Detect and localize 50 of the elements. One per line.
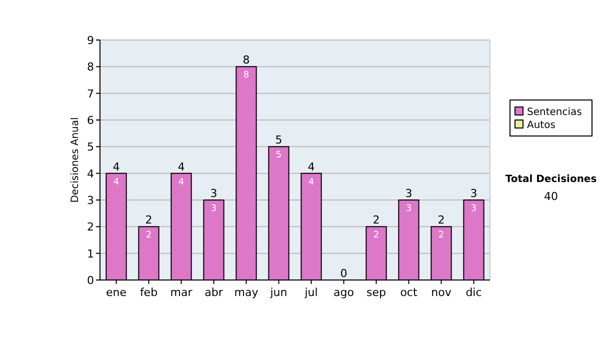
- y-axis-title: Decisiones Anual: [70, 117, 81, 203]
- x-tick-label: ene: [106, 286, 127, 299]
- total-label: 5: [275, 134, 282, 147]
- x-tick-label: ago: [334, 286, 354, 299]
- y-tick-label: 6: [87, 114, 94, 127]
- data-label: 4: [308, 177, 314, 188]
- data-label: 3: [210, 204, 217, 214]
- y-tick-label: 7: [87, 87, 94, 100]
- data-label: 2: [146, 230, 152, 241]
- data-label: 4: [178, 177, 184, 188]
- x-tick-label: jul: [304, 286, 318, 299]
- total-label: 8: [242, 54, 250, 67]
- x-tick-label: oct: [400, 286, 418, 299]
- y-tick-label: 9: [87, 34, 94, 47]
- legend-label: Autos: [527, 120, 556, 131]
- y-tick-label: 0: [87, 274, 94, 287]
- total-label: 2: [438, 214, 445, 227]
- total-label: 2: [372, 214, 380, 227]
- data-label: 3: [406, 204, 412, 214]
- x-tick-label: dic: [466, 286, 482, 299]
- x-tick-label: nov: [431, 286, 452, 299]
- y-tick-label: 1: [87, 247, 94, 260]
- x-tick-label: may: [234, 286, 259, 299]
- y-tick-label: 5: [87, 140, 94, 154]
- total-label: 4: [308, 160, 315, 174]
- x-tick-label: sep: [366, 286, 386, 299]
- x-tick-label: jun: [269, 286, 288, 299]
- text: 40: [544, 190, 558, 203]
- y-tick-label: 2: [87, 220, 94, 234]
- text: Total Decisiones: [505, 174, 597, 185]
- total-label: 3: [210, 187, 218, 200]
- x-tick-label: abr: [204, 286, 224, 299]
- data-label: 4: [113, 177, 120, 188]
- x-tick-label: mar: [170, 286, 193, 299]
- y-tick-label: 8: [87, 60, 94, 74]
- total-label: 0: [340, 267, 348, 280]
- data-label: 3: [470, 204, 477, 214]
- data-label: 2: [438, 230, 444, 241]
- data-label: 2: [373, 230, 380, 241]
- legend-label: Sentencias: [527, 107, 582, 118]
- total-label: 2: [145, 214, 152, 227]
- y-tick-label: 4: [87, 167, 94, 180]
- total-label: 4: [112, 160, 120, 174]
- data-label: 8: [243, 70, 250, 81]
- data-label: 5: [276, 150, 282, 161]
- y-tick-label: 3: [87, 194, 94, 207]
- total-label: 3: [470, 187, 478, 200]
- x-tick-label: feb: [140, 286, 158, 299]
- total-label: 3: [405, 187, 412, 200]
- total-label: 4: [178, 160, 185, 174]
